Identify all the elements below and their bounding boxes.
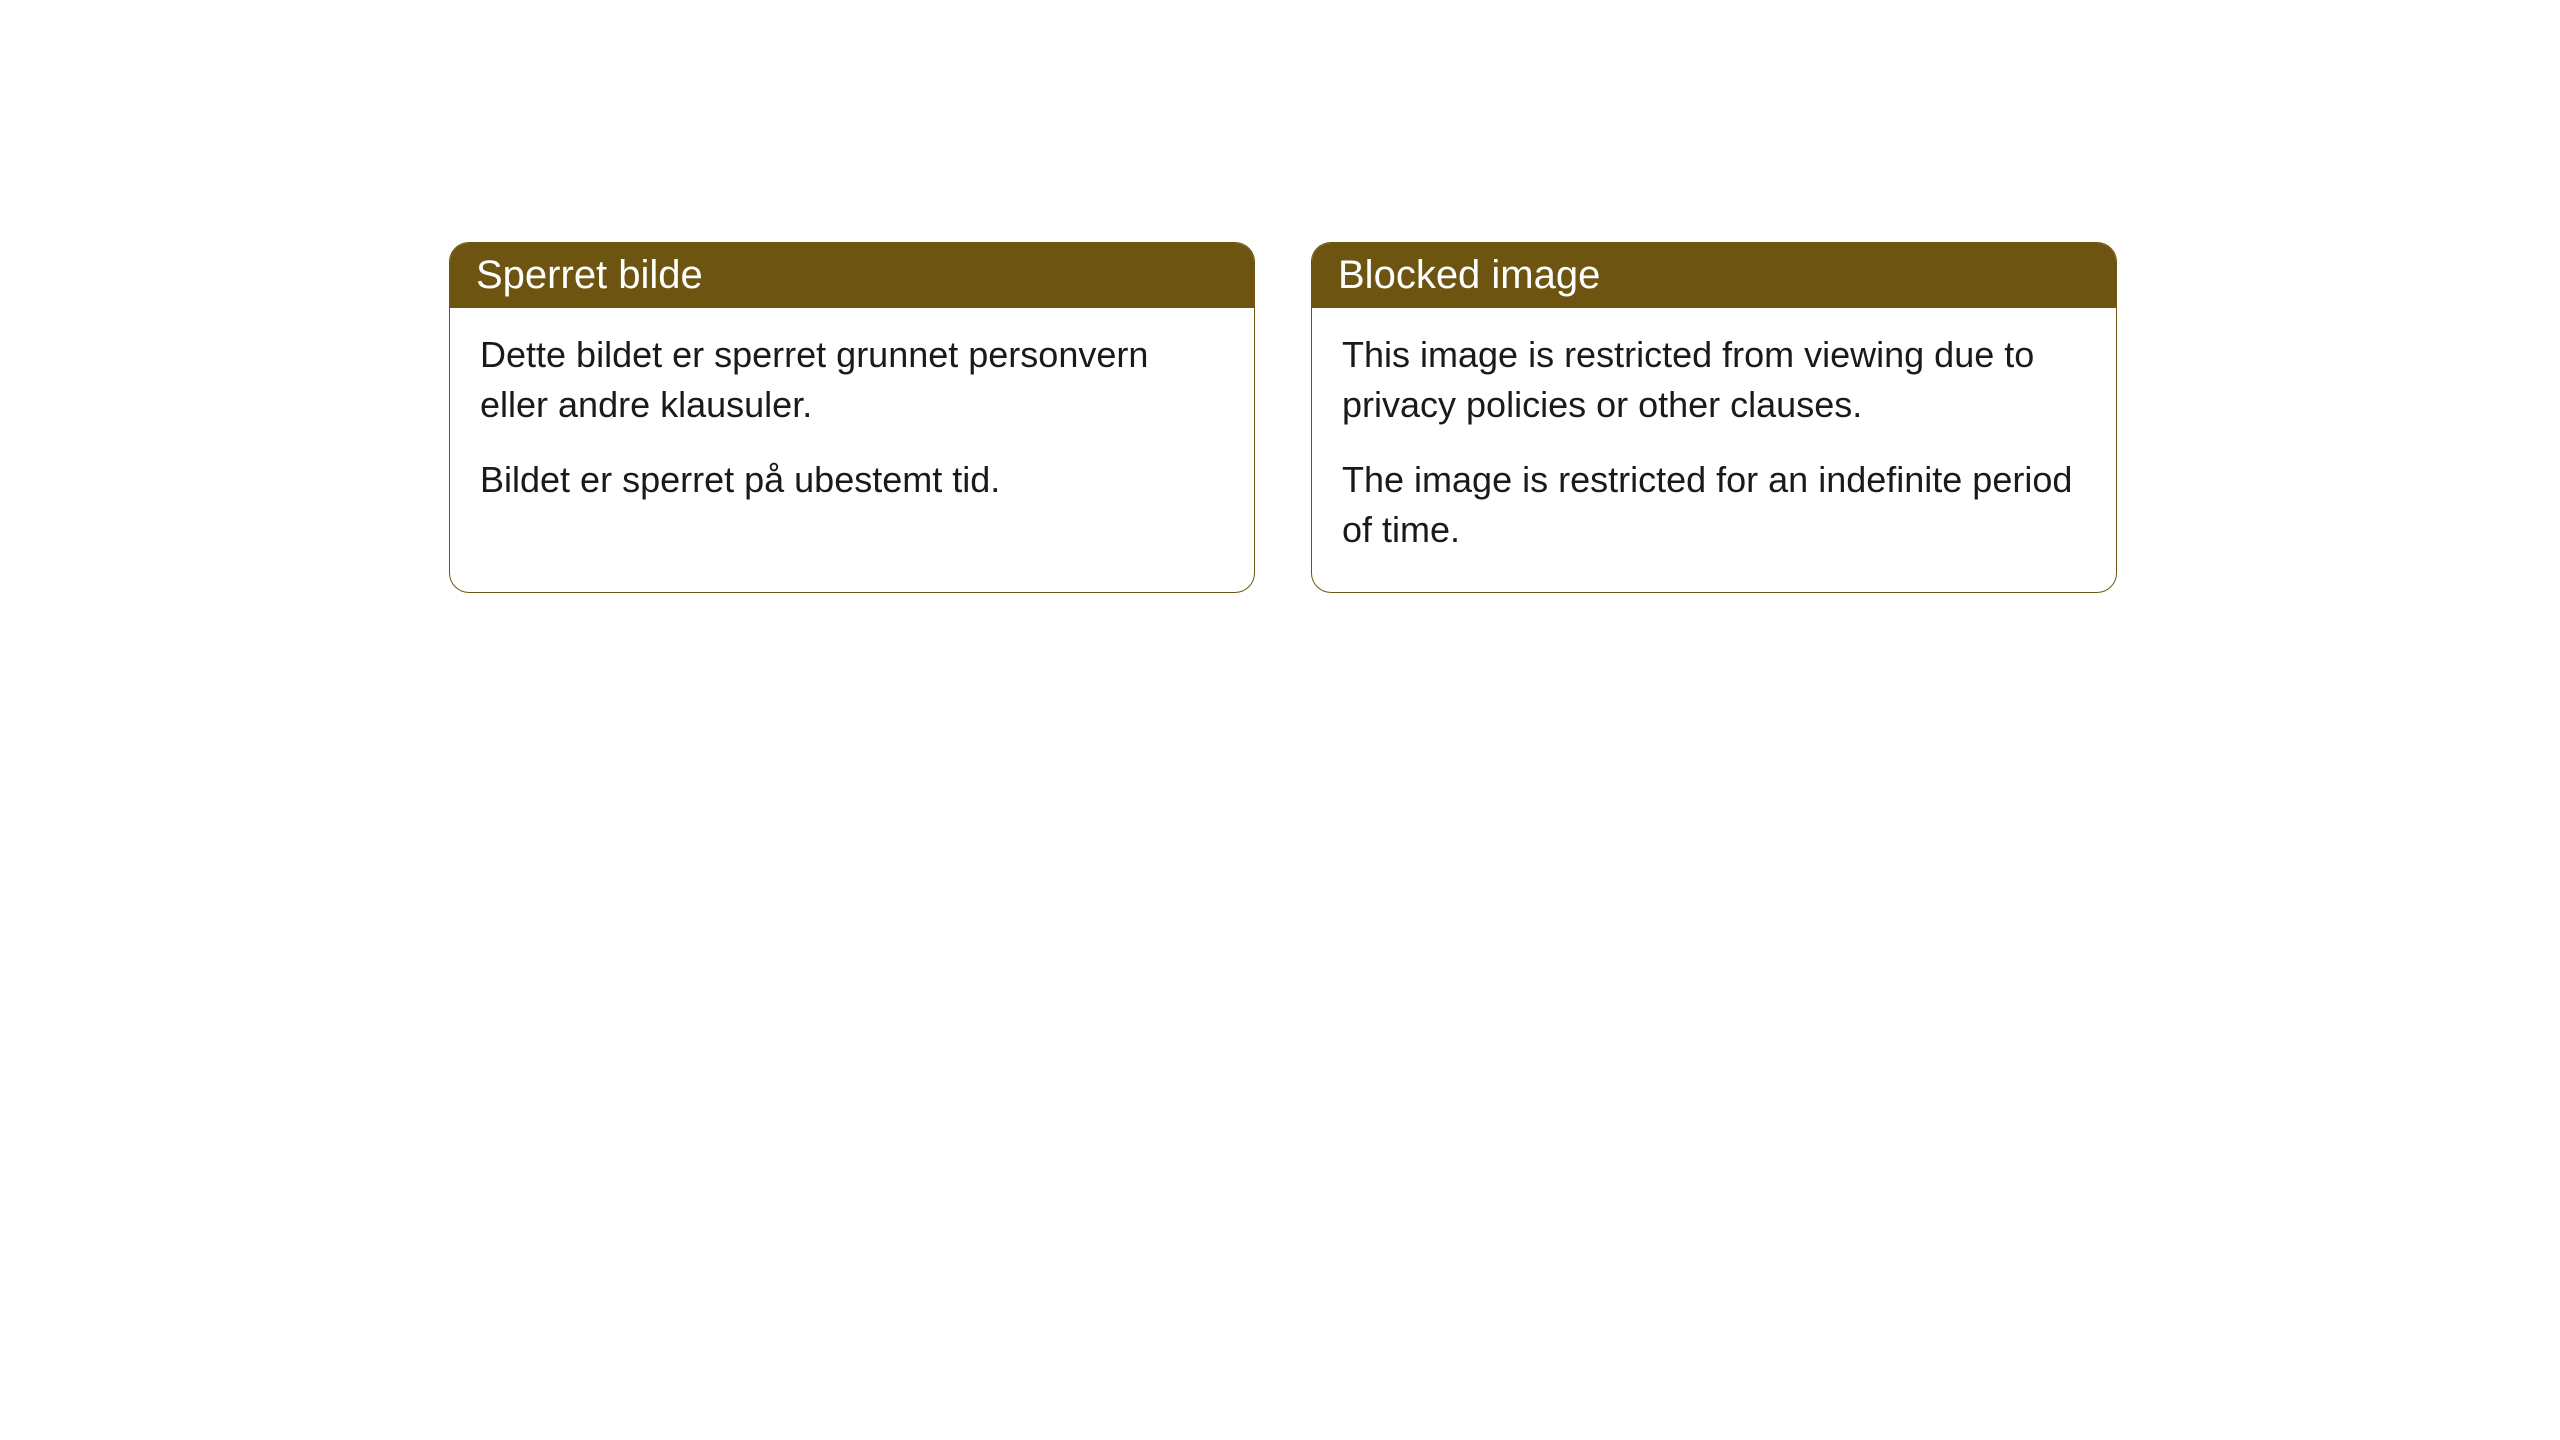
card-body: This image is restricted from viewing du…: [1312, 308, 2116, 592]
card-message-2: Bildet er sperret på ubestemt tid.: [480, 455, 1224, 505]
card-message-1: Dette bildet er sperret grunnet personve…: [480, 330, 1224, 431]
notification-cards-container: Sperret bilde Dette bildet er sperret gr…: [449, 242, 2117, 593]
blocked-image-card-norwegian: Sperret bilde Dette bildet er sperret gr…: [449, 242, 1255, 593]
card-header: Sperret bilde: [450, 243, 1254, 308]
card-title: Sperret bilde: [476, 253, 703, 297]
card-message-1: This image is restricted from viewing du…: [1342, 330, 2086, 431]
card-header: Blocked image: [1312, 243, 2116, 308]
blocked-image-card-english: Blocked image This image is restricted f…: [1311, 242, 2117, 593]
card-message-2: The image is restricted for an indefinit…: [1342, 455, 2086, 556]
card-title: Blocked image: [1338, 253, 1600, 297]
card-body: Dette bildet er sperret grunnet personve…: [450, 308, 1254, 541]
